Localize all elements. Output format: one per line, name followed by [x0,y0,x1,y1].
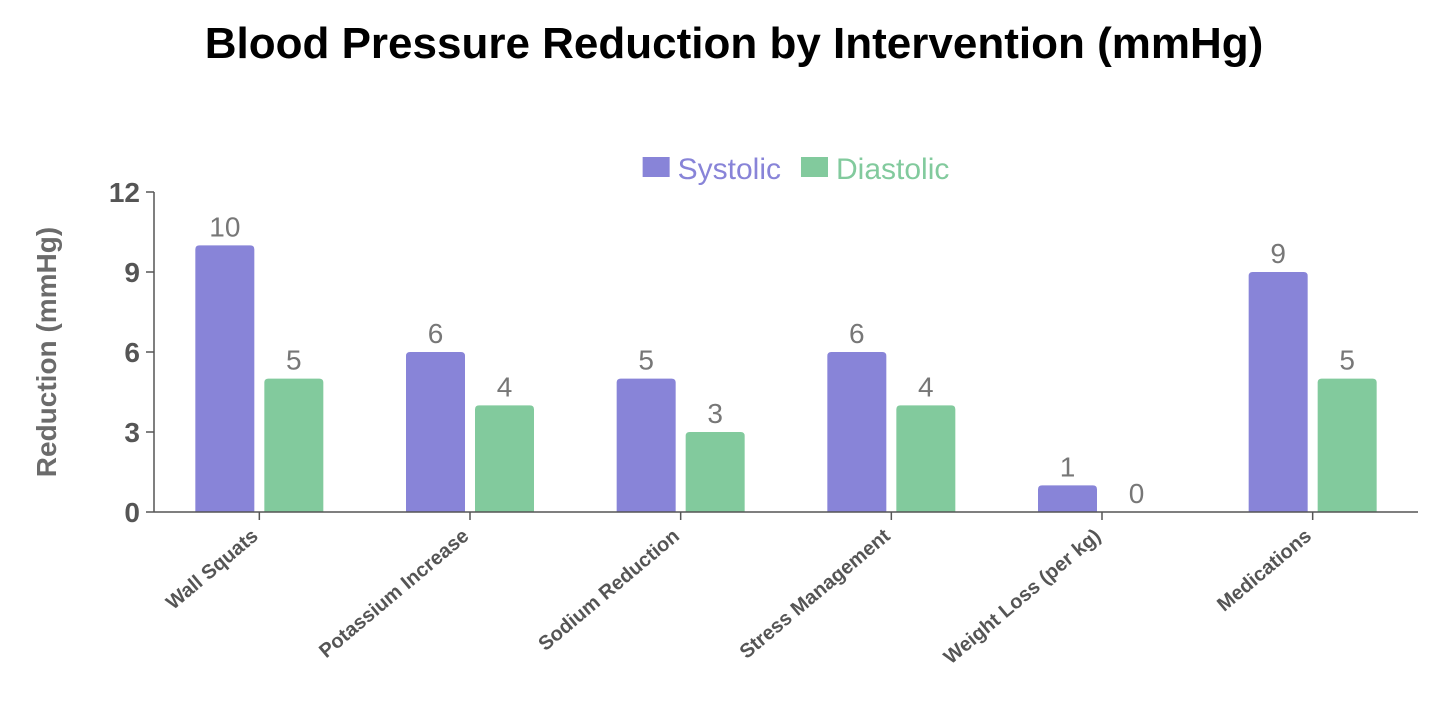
bar-systolic-5[interactable] [1248,272,1308,512]
bar-diastolic-0[interactable] [264,378,324,512]
x-axis: Wall Squats Potassium Increase Sodium Redu… [154,511,1418,669]
x-tick-label: Medications [1213,525,1316,616]
data-label: 4 [918,371,934,402]
bar-systolic-1[interactable] [406,352,465,512]
x-tick-label: Weight Loss (per kg) [940,525,1105,669]
legend: Systolic Diastolic [642,153,949,186]
bar-diastolic-1[interactable] [475,405,534,512]
y-tick-label: 6 [124,337,140,368]
legend-label: Diastolic [836,153,949,186]
chart-title: Blood Pressure Reduction by Intervention… [205,19,1264,68]
legend-item-systolic[interactable]: Systolic [642,153,781,186]
y-axis-title: Reduction (mmHg) [31,227,62,477]
y-tick-label: 0 [124,497,140,528]
bar-systolic-4[interactable] [1038,485,1097,512]
data-label: 5 [286,345,302,376]
bar-systolic-0[interactable] [195,245,255,513]
x-tick-label: Sodium Reduction [534,525,683,655]
data-label: 5 [638,345,654,376]
bars [195,245,1377,513]
legend-item-diastolic[interactable]: Diastolic [800,153,949,186]
data-label: 0 [1129,478,1145,509]
bar-diastolic-3[interactable] [896,405,956,512]
data-label: 3 [707,398,723,429]
y-axis: 0 3 6 9 12 [109,177,155,528]
y-tick-label: 3 [124,417,140,448]
bar-systolic-3[interactable] [827,352,887,512]
data-label: 9 [1270,238,1286,269]
x-tick-label: Potassium Increase [315,525,473,663]
data-label: 6 [428,318,444,349]
bar-diastolic-2[interactable] [685,432,745,512]
y-tick-label: 12 [109,177,140,208]
data-label: 6 [849,318,865,349]
data-label: 10 [209,211,240,242]
data-label: 1 [1060,451,1076,482]
x-tick-label: Wall Squats [162,525,262,614]
legend-label: Systolic [678,153,781,186]
bar-diastolic-5[interactable] [1317,378,1377,512]
data-label: 4 [497,371,513,402]
data-label: 5 [1339,345,1355,376]
legend-swatch [642,157,670,177]
x-tick-label: Stress Management [736,525,895,664]
legend-swatch [800,157,828,177]
bar-systolic-2[interactable] [616,378,676,512]
y-tick-label: 9 [124,257,140,288]
